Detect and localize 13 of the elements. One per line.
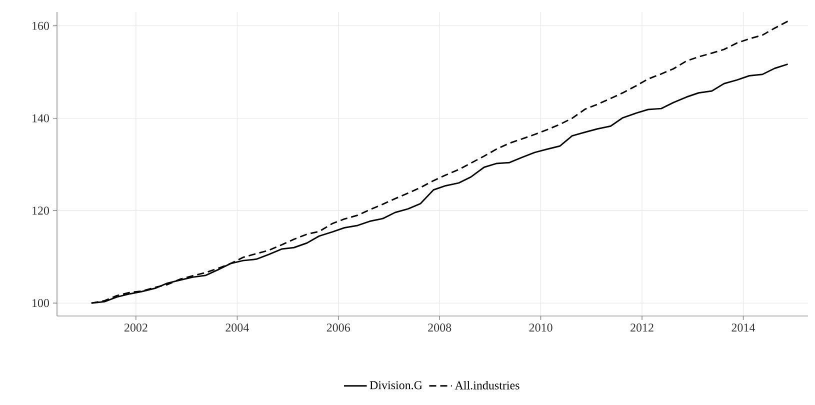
y-tick-label: 140 bbox=[32, 114, 50, 122]
x-tick-label: 2004 bbox=[226, 324, 249, 332]
legend-label: All.industries bbox=[454, 381, 520, 390]
x-tick-label: 2014 bbox=[732, 324, 756, 332]
y-tick-label: 160 bbox=[32, 22, 50, 30]
x-tick-label: 2012 bbox=[630, 324, 654, 332]
x-tick-label: 2006 bbox=[326, 324, 350, 332]
x-tick-label: 2002 bbox=[124, 324, 148, 332]
y-tick-label: 100 bbox=[32, 299, 50, 308]
x-tick-label: 2010 bbox=[529, 324, 552, 332]
y-tick-label: 120 bbox=[32, 206, 50, 215]
legend-label: Division.G bbox=[370, 381, 422, 390]
x-tick-label: 2008 bbox=[428, 324, 452, 332]
